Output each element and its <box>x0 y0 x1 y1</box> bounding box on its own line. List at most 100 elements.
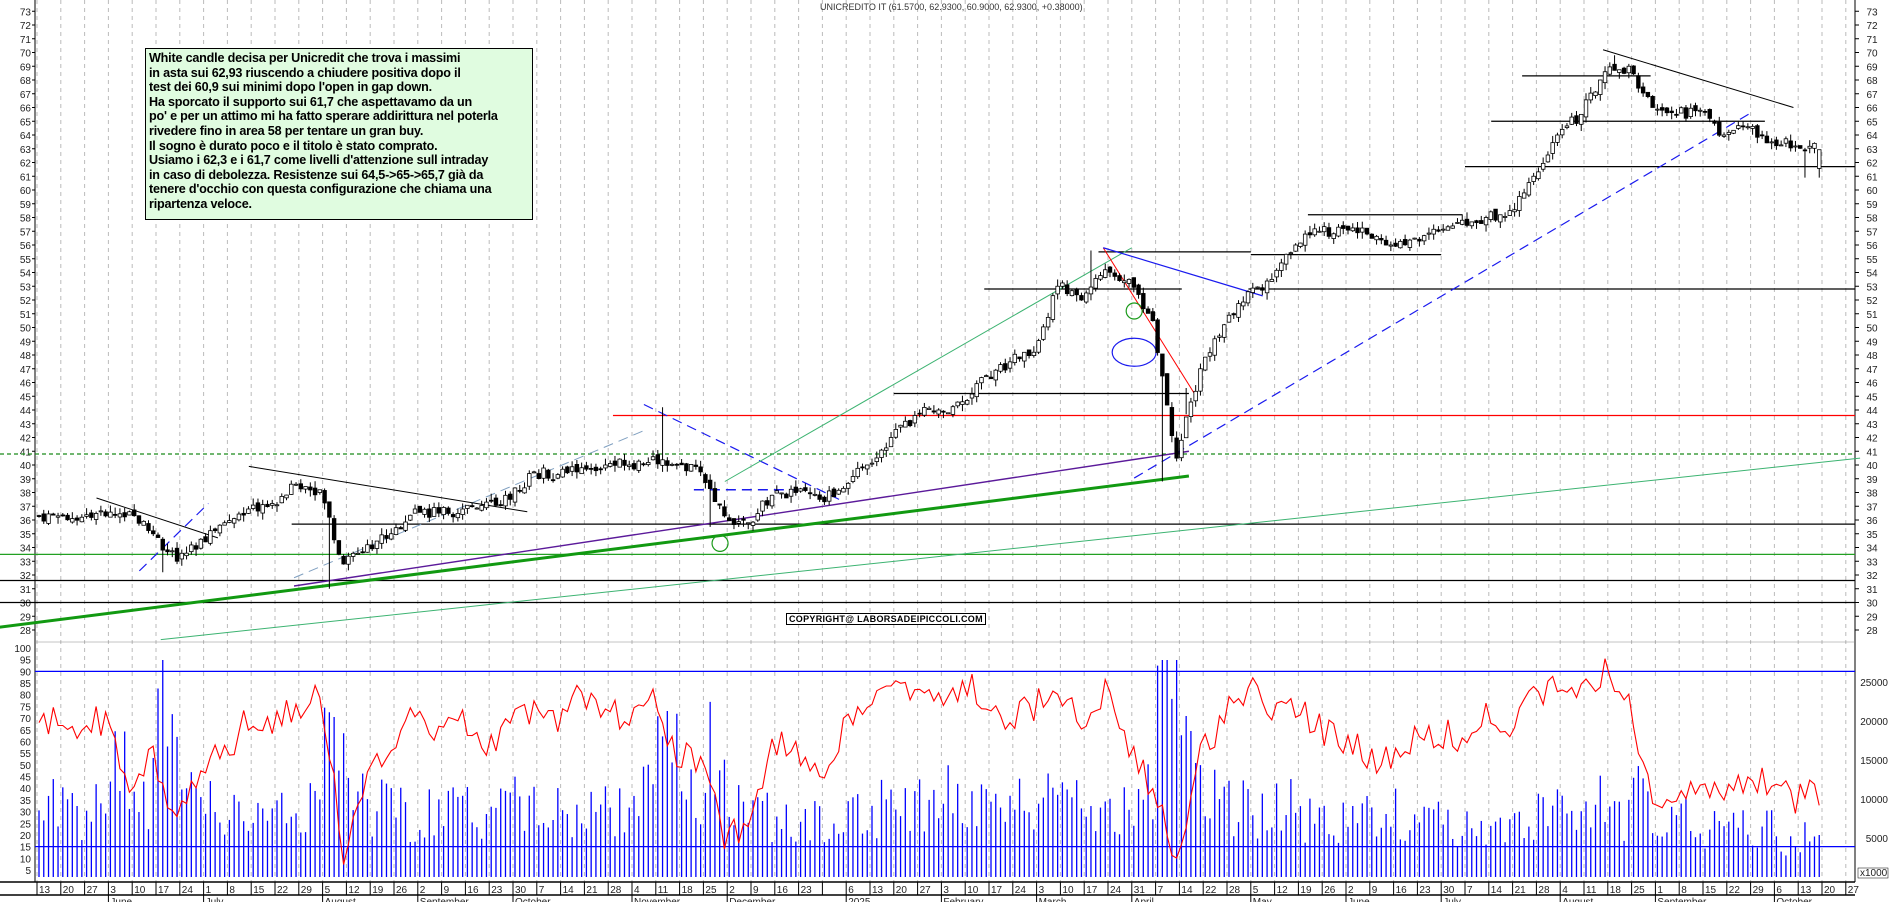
candle-body-up <box>503 494 508 507</box>
candle-body-down <box>469 505 475 508</box>
candle-body-up <box>627 464 632 467</box>
month-label: September <box>420 897 470 902</box>
candle-body-up <box>79 516 85 523</box>
candle <box>212 527 218 534</box>
candle <box>1298 242 1303 249</box>
candle <box>1060 280 1065 289</box>
candle-body-up <box>465 504 470 509</box>
candle <box>427 504 432 523</box>
candle-body-down <box>450 514 456 518</box>
candle-body-down <box>517 489 522 492</box>
price-label-right: 53 <box>1866 282 1878 293</box>
price-label-right: 51 <box>1866 310 1878 321</box>
candle-body-down <box>1369 233 1374 239</box>
date-tick-label: 3 <box>1039 885 1045 896</box>
date-tick-label: 16 <box>467 885 479 896</box>
candle-body-up <box>836 489 841 495</box>
candle <box>1474 219 1479 229</box>
candle-body-down <box>1341 225 1346 229</box>
candle <box>1688 103 1693 119</box>
candle-body-down <box>693 464 699 467</box>
candle-body-down <box>498 504 503 507</box>
candle <box>1598 79 1603 101</box>
price-label-right: 46 <box>1866 379 1878 390</box>
date-tick-label: 24 <box>1015 885 1027 896</box>
candle <box>660 407 665 472</box>
candle <box>1107 265 1113 278</box>
candle <box>1074 287 1079 302</box>
note-line: in caso di debolezza. Resistenze sui 64,… <box>149 167 484 182</box>
date-tick-label: 23 <box>801 885 813 896</box>
candle <box>1355 221 1360 239</box>
price-label-left: 73 <box>20 7 32 18</box>
candle <box>436 502 442 518</box>
date-tick-label: 20 <box>1824 885 1836 896</box>
candle <box>679 459 684 466</box>
candle-body-down <box>36 515 42 517</box>
candle-body-up <box>1069 290 1075 297</box>
candle-body-up <box>1560 128 1565 136</box>
candle <box>746 522 751 530</box>
date-tick-label: 13 <box>1800 885 1812 896</box>
candle <box>1088 250 1094 301</box>
volume-label: 15000 <box>1860 756 1888 767</box>
candle <box>1093 274 1098 292</box>
candle <box>950 405 956 418</box>
candle <box>270 499 275 509</box>
candle-body-up <box>441 507 446 516</box>
candle-body-down <box>1026 349 1032 357</box>
candle <box>1379 234 1384 245</box>
candle-body-up <box>184 552 189 557</box>
candle <box>931 405 937 415</box>
date-tick-label: 19 <box>372 885 384 896</box>
candle <box>1498 214 1503 228</box>
note-line: rivedere fino in area 58 per tentare un … <box>149 123 424 138</box>
candle-body-up <box>55 515 61 518</box>
candle <box>831 487 837 498</box>
candle-body-down <box>1693 105 1698 112</box>
date-tick-label: 28 <box>610 885 622 896</box>
candle <box>1550 135 1555 160</box>
candle-body-down <box>1260 287 1265 291</box>
candle-body-up <box>569 466 575 472</box>
candle <box>93 511 99 525</box>
candle-body-down <box>1145 308 1151 314</box>
date-tick-label: 6 <box>1776 885 1782 896</box>
candle-body-up <box>1769 141 1774 144</box>
candle <box>1112 269 1117 281</box>
candle-body-up <box>1431 228 1436 235</box>
price-label-right: 72 <box>1866 21 1878 32</box>
price-label-left: 72 <box>20 21 32 32</box>
candle <box>189 541 194 555</box>
candle <box>193 542 199 557</box>
date-tick-label: 5 <box>325 885 331 896</box>
candle-body-up <box>1388 244 1394 247</box>
candle <box>1640 82 1646 97</box>
candle <box>379 528 384 549</box>
price-label-left: 71 <box>20 35 32 46</box>
candle <box>1236 300 1241 322</box>
candle <box>855 461 860 479</box>
candle-body-down <box>174 547 180 562</box>
candle <box>1260 284 1265 296</box>
candle <box>1217 333 1222 342</box>
date-tick-label: 2 <box>420 885 426 896</box>
candle <box>155 532 161 539</box>
candle <box>1778 140 1784 147</box>
candle-body-up <box>227 520 232 523</box>
candle <box>1750 124 1755 135</box>
candle <box>1003 358 1008 374</box>
candle-body-up <box>1536 171 1541 180</box>
candle-body-down <box>1621 67 1627 74</box>
candle-body-down <box>155 534 161 538</box>
date-tick-label: 12 <box>348 885 360 896</box>
candle-body-down <box>1612 63 1617 71</box>
price-label-right: 31 <box>1866 585 1878 596</box>
candle <box>1460 215 1465 226</box>
candle-body-up <box>208 530 213 544</box>
candle-body-up <box>1183 416 1189 439</box>
candle <box>1255 286 1260 289</box>
candle <box>184 546 189 560</box>
